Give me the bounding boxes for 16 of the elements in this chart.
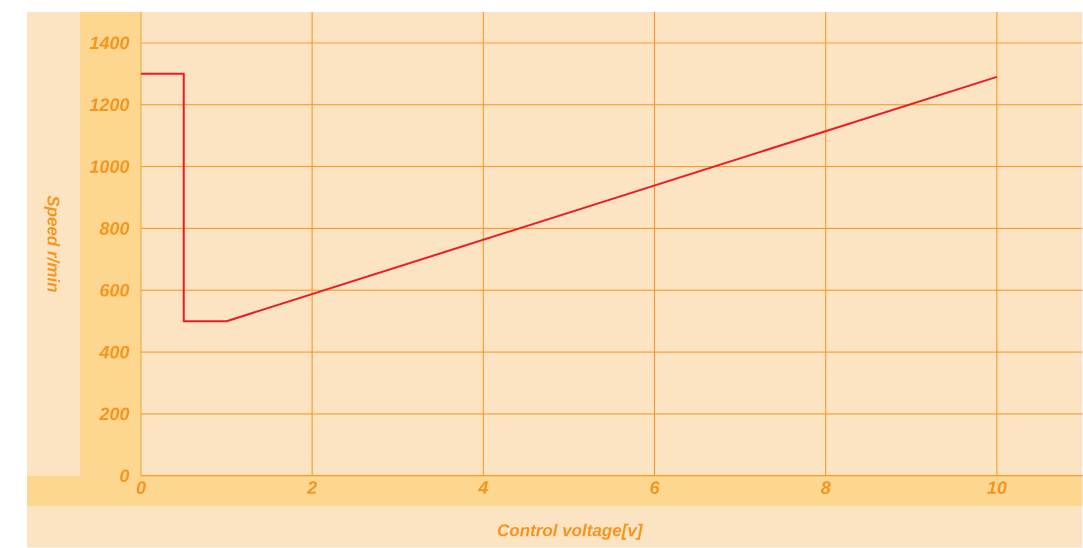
- y-tick-label: 800: [99, 222, 130, 235]
- y-axis-title: Speed r/min: [44, 195, 60, 292]
- x-tick-label: 10: [987, 481, 1007, 495]
- y-tick-label: 1000: [89, 160, 130, 174]
- y-tick-label: 600: [100, 284, 130, 297]
- x-tick-label: 6: [650, 481, 660, 495]
- y-tick-label: 1200: [89, 98, 130, 112]
- y-tick-label: 1400: [89, 36, 130, 50]
- y-tick-label: 0: [120, 469, 130, 483]
- x-tick-label: 0: [136, 481, 146, 495]
- y-tick-label: 200: [99, 407, 130, 421]
- x-tick-label: 8: [820, 481, 831, 495]
- y-tick-label: 400: [99, 345, 130, 359]
- x-tick-label: 2: [306, 481, 317, 494]
- x-tick-label: 4: [478, 481, 489, 494]
- x-axis-title: Control voltage[v]: [497, 523, 643, 540]
